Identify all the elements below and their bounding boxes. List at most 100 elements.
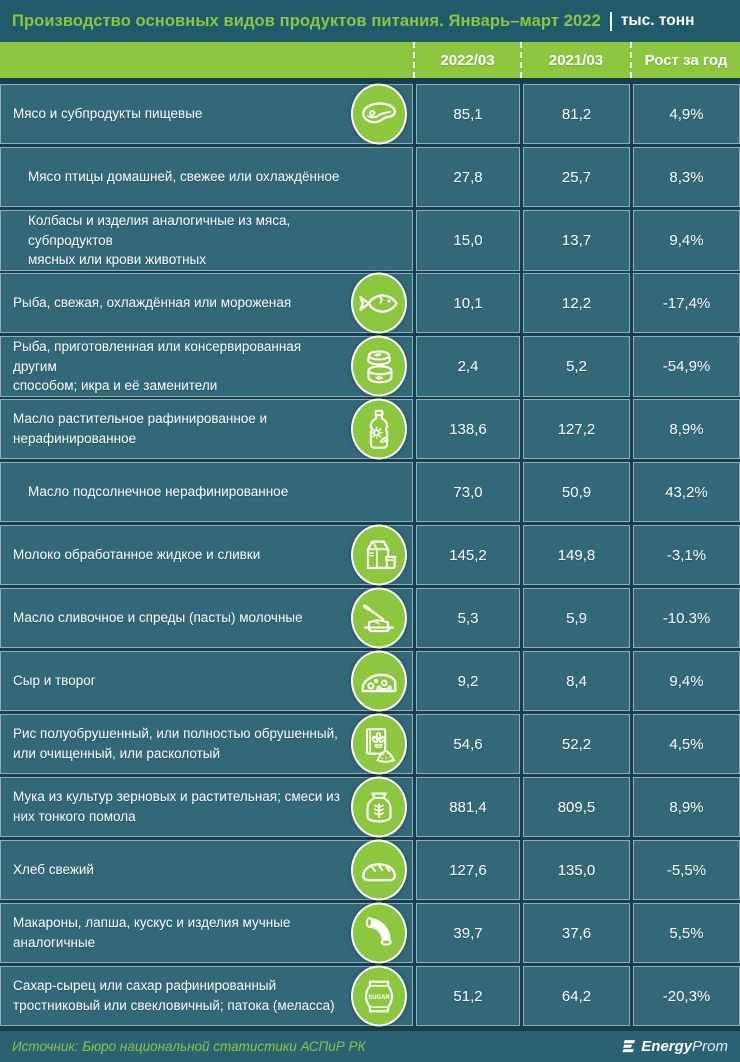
value-2022: 10,1	[416, 273, 520, 333]
value-2021: 809,5	[523, 777, 630, 837]
product-label: Рыба, свежая, охлаждённая или мороженая	[13, 295, 292, 311]
milk-carton-icon	[351, 524, 407, 586]
table-row: Сахар-сырец или сахар рафинированный тро…	[0, 965, 740, 1027]
product-label: Мука из культур зерновых и растительная;…	[13, 789, 340, 824]
table-row: Масло растительное рафинированное и нера…	[0, 398, 740, 460]
product-label: Сыр и творог	[13, 673, 96, 689]
value-2021: 37,6	[523, 903, 630, 963]
growth-value: 9,4%	[633, 210, 740, 271]
product-cell: Сахар-сырец или сахар рафинированный тро…	[0, 965, 413, 1027]
energyprom-logo-icon	[622, 1039, 636, 1052]
value-2021: 8,4	[523, 651, 630, 711]
growth-value: -20,3%	[633, 966, 740, 1026]
value-2022: 145,2	[416, 525, 520, 585]
brand-text: EnergyProm	[641, 1038, 728, 1055]
value-2022: 73,0	[416, 462, 520, 522]
pasta-icon	[351, 902, 407, 964]
product-cell: Масло сливочное и спреды (пасты) молочны…	[0, 587, 413, 649]
product-label: Масло растительное рафинированное и нера…	[13, 411, 268, 446]
table-row: Мука из культур зерновых и растительная;…	[0, 776, 740, 838]
table-row: Рыба, приготовленная или консервированна…	[0, 335, 740, 397]
table-row: Рис полуобрушенный, или полностью обруше…	[0, 713, 740, 775]
product-cell: Рыба, приготовленная или консервированна…	[0, 335, 413, 397]
growth-value: 43,2%	[633, 462, 740, 522]
product-cell: Рыба, свежая, охлаждённая или мороженая	[0, 272, 413, 334]
value-2021: 50,9	[523, 462, 630, 522]
flour-sack-icon	[351, 776, 407, 838]
product-label: Молоко обработанное жидкое и сливки	[13, 547, 261, 563]
rice-icon	[351, 713, 407, 775]
growth-value: -5,5%	[633, 840, 740, 900]
units-label: тыс. тонн	[620, 12, 695, 29]
value-2022: 9,2	[416, 651, 520, 711]
growth-value: 8,9%	[633, 399, 740, 459]
value-2021: 25,7	[523, 147, 630, 207]
growth-value: 5,5%	[633, 903, 740, 963]
table-row: Рыба, свежая, охлаждённая или мороженая …	[0, 272, 740, 334]
product-cell: Хлеб свежий	[0, 839, 413, 901]
product-cell: Мясо и субпродукты пищевые	[0, 83, 413, 145]
product-label: Хлеб свежий	[13, 862, 94, 878]
product-label: Колбасы и изделия аналогичные из мяса, с…	[28, 213, 291, 268]
column-header-growth: Рост за год	[630, 42, 740, 78]
growth-value: -10.3%	[633, 588, 740, 648]
product-cell: Колбасы и изделия аналогичные из мяса, с…	[0, 210, 413, 271]
value-2022: 54,6	[416, 714, 520, 774]
product-label: Масло сливочное и спреды (пасты) молочны…	[13, 610, 303, 626]
growth-value: 8,3%	[633, 147, 740, 207]
growth-value: 9,4%	[633, 651, 740, 711]
table-row: Макароны, лапша, кускус и изделия мучные…	[0, 902, 740, 964]
product-label: Рис полуобрушенный, или полностью обруше…	[13, 726, 338, 761]
value-2022: 5,3	[416, 588, 520, 648]
steak-icon	[351, 83, 407, 145]
product-label: Рыба, приготовленная или консервированна…	[13, 339, 302, 394]
growth-value: 4,9%	[633, 84, 740, 144]
product-label: Мясо птицы домашней, свежее или охлаждён…	[28, 169, 340, 185]
value-2021: 149,8	[523, 525, 630, 585]
table-row: Хлеб свежий 127,6 135,0 -5,5%	[0, 839, 740, 901]
growth-value: -54,9%	[633, 336, 740, 397]
page-title: Производство основных видов продуктов пи…	[12, 11, 601, 30]
table-row: Сыр и творог 9,2 8,4 9,4%	[0, 650, 740, 712]
value-2022: 138,6	[416, 399, 520, 459]
product-cell: Макароны, лапша, кускус и изделия мучные…	[0, 902, 413, 964]
product-cell: Мясо птицы домашней, свежее или охлаждён…	[0, 147, 413, 207]
value-2022: 39,7	[416, 903, 520, 963]
sugar-bag-icon	[351, 965, 407, 1027]
title-separator	[609, 11, 612, 31]
column-header-2021: 2021/03	[520, 42, 630, 78]
value-2021: 127,2	[523, 399, 630, 459]
value-2021: 5,2	[523, 336, 630, 397]
growth-value: -3,1%	[633, 525, 740, 585]
growth-value: -17,4%	[633, 273, 740, 333]
title-bar: Производство основных видов продуктов пи…	[0, 0, 740, 42]
column-header-row: 2022/03 2021/03 Рост за год	[0, 42, 740, 78]
product-label: Мясо и субпродукты пищевые	[13, 106, 203, 122]
table-row: Масло сливочное и спреды (пасты) молочны…	[0, 587, 740, 649]
energyprom-logo: EnergyProm	[617, 1038, 728, 1056]
product-cell: Масло подсолнечное нерафинированное	[0, 462, 413, 522]
product-cell: Молоко обработанное жидкое и сливки	[0, 524, 413, 586]
product-cell: Мука из культур зерновых и растительная;…	[0, 776, 413, 838]
table-row: Мясо птицы домашней, свежее или охлаждён…	[0, 147, 740, 207]
oil-bottle-icon	[351, 398, 407, 460]
product-cell: Масло растительное рафинированное и нера…	[0, 398, 413, 460]
column-header-2022: 2022/03	[413, 42, 520, 78]
table-body: Мясо и субпродукты пищевые 85,1 81,2 4,9…	[0, 83, 740, 1027]
value-2021: 12,2	[523, 273, 630, 333]
table-row: Колбасы и изделия аналогичные из мяса, с…	[0, 210, 740, 271]
product-cell: Сыр и творог	[0, 650, 413, 712]
value-2021: 52,2	[523, 714, 630, 774]
value-2022: 127,6	[416, 840, 520, 900]
fish-icon	[351, 272, 407, 334]
product-label: Макароны, лапша, кускус и изделия мучные…	[13, 915, 291, 950]
butter-icon	[351, 587, 407, 649]
value-2021: 13,7	[523, 210, 630, 271]
value-2022: 881,4	[416, 777, 520, 837]
value-2022: 51,2	[416, 966, 520, 1026]
value-2022: 2,4	[416, 336, 520, 397]
table-row: Мясо и субпродукты пищевые 85,1 81,2 4,9…	[0, 83, 740, 145]
table-row: Молоко обработанное жидкое и сливки 145,…	[0, 524, 740, 586]
product-label: Масло подсолнечное нерафинированное	[28, 484, 289, 500]
column-header-spacer	[0, 42, 413, 78]
